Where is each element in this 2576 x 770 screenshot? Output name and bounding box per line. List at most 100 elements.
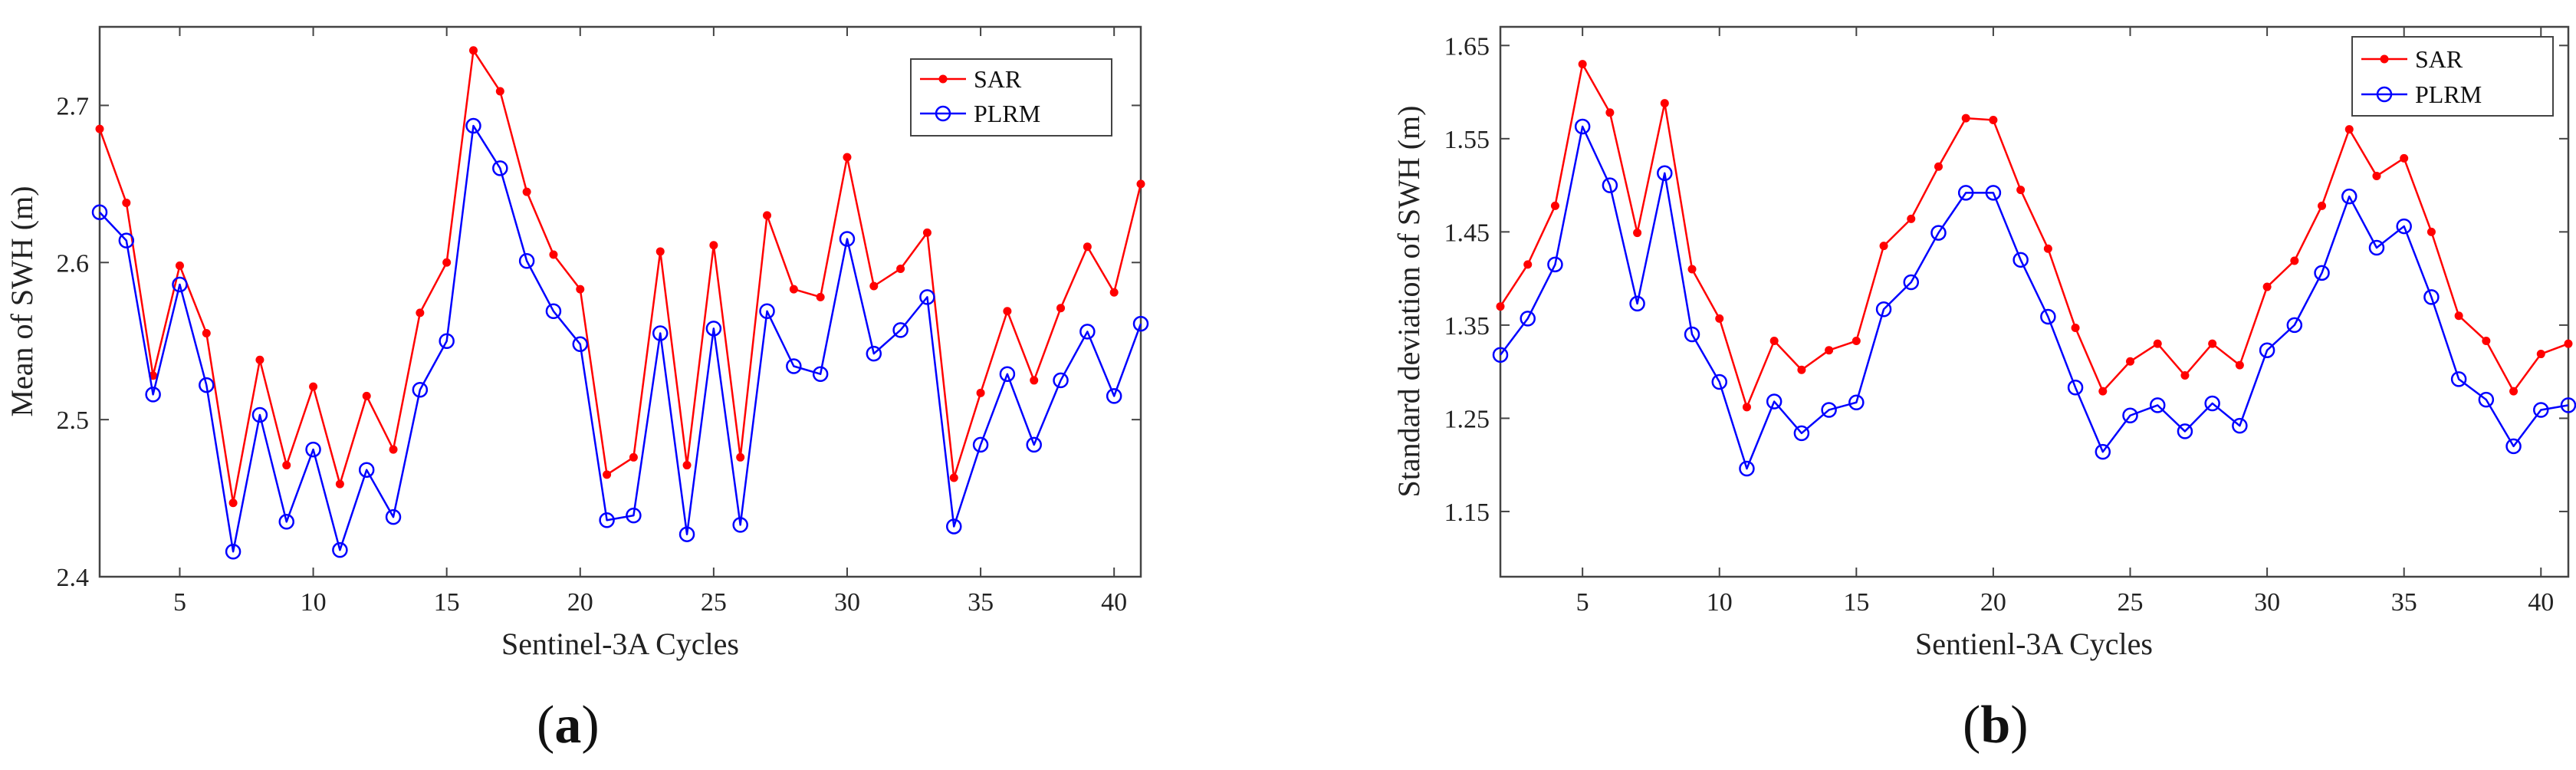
data-point-plrm (866, 345, 882, 362)
x-axis-ticks: 5 10 15 20 25 30 35 40 (1576, 27, 2554, 617)
data-point-plrm (1684, 326, 1700, 343)
data-point-plrm (1930, 225, 1947, 241)
data-point-plrm (545, 303, 562, 320)
data-point-plrm (1711, 373, 1727, 390)
data-point-sar (202, 328, 211, 337)
data-point-sar (1934, 162, 1943, 171)
data-point-plrm (812, 366, 829, 382)
data-point-sar (1825, 346, 1834, 355)
data-point-sar (1496, 302, 1505, 311)
legend: SAR PLRM (910, 58, 1112, 137)
data-point-plrm (2095, 443, 2111, 460)
data-point-plrm (599, 512, 615, 528)
legend-sar-marker (2380, 54, 2389, 64)
data-point-sar (682, 461, 692, 470)
data-point-plrm (892, 322, 909, 338)
series-line-plrm (1500, 125, 2569, 470)
data-point-plrm (2013, 252, 2029, 268)
x-axis-title: Sentienl-3A Cycles (1915, 627, 2153, 661)
data-point-plrm (839, 231, 856, 247)
data-point-sar (1769, 337, 1779, 346)
data-point-sar (2536, 350, 2545, 359)
data-point-sar (2071, 324, 2080, 333)
data-point-plrm (518, 252, 535, 269)
data-point-plrm (492, 160, 508, 176)
data-point-sar (843, 153, 852, 162)
y-axis-title: Standard deviation of SWH (m) (1392, 106, 1426, 498)
legend-plrm-label: PLRM (2415, 81, 2482, 108)
legend: SAR PLRM (2351, 36, 2554, 117)
data-point-plrm (2560, 397, 2576, 413)
data-point-plrm (2149, 397, 2166, 413)
data-point-sar (335, 479, 344, 489)
data-point-sar (2098, 387, 2108, 396)
data-point-plrm (999, 366, 1016, 382)
data-point-plrm (2122, 407, 2138, 424)
y-axis-ticks: 1.15 1.25 1.35 1.45 1.55 1.65 (1444, 32, 2568, 527)
data-point-plrm (91, 204, 108, 220)
plot-area-frame (98, 25, 1142, 578)
x-tick-label: 30 (834, 588, 860, 617)
x-tick-label: 30 (2254, 588, 2280, 617)
data-point-sar (709, 241, 718, 250)
legend-sar-label: SAR (2415, 45, 2463, 73)
data-point-plrm (1492, 347, 1509, 364)
data-point-sar (1003, 307, 1012, 316)
x-tick-label: 20 (567, 588, 593, 617)
y-tick-label: 1.15 (1444, 499, 1490, 527)
y-tick-label: 1.25 (1444, 405, 1490, 433)
data-point-sar (1989, 116, 1998, 125)
data-point-plrm (2478, 391, 2495, 408)
data-point-sar (2262, 282, 2272, 291)
data-point-plrm (2067, 380, 2084, 396)
data-point-plrm (1629, 295, 1645, 312)
data-point-plrm (678, 526, 695, 542)
data-point-sar (2208, 339, 2217, 348)
data-point-sar (1550, 201, 1559, 210)
data-point-plrm (145, 387, 161, 403)
data-point-sar (1605, 108, 1615, 117)
data-point-sar (1523, 260, 1533, 269)
y-tick-label: 2.7 (57, 92, 90, 120)
data-point-plrm (305, 441, 321, 458)
data-point-sar (2180, 371, 2190, 380)
data-point-plrm (1026, 436, 1042, 453)
data-point-sar (228, 499, 238, 508)
data-point-sar (1578, 60, 1587, 69)
data-point-sar (1797, 365, 1806, 374)
data-point-plrm (439, 333, 455, 349)
chart-panel-b: 5 10 15 20 25 30 35 40 1.15 1.25 1.35 1.45 1.55 1.65… (1392, 25, 2576, 755)
data-point-sar (549, 250, 558, 259)
x-tick-label: 10 (1707, 588, 1733, 617)
data-point-sar (1907, 214, 1916, 223)
data-point-plrm (2177, 423, 2193, 439)
data-point-sar (922, 228, 932, 237)
data-point-plrm (1848, 394, 1865, 410)
data-point-plrm (1957, 185, 1974, 201)
data-point-plrm (1053, 372, 1069, 389)
data-point-plrm (1821, 402, 1837, 418)
data-point-plrm (2423, 289, 2440, 305)
data-point-sar (896, 264, 905, 273)
data-point-plrm (919, 289, 935, 305)
x-tick-label: 20 (1980, 588, 2006, 617)
data-point-plrm (2259, 342, 2275, 358)
series-line-sar (98, 49, 1142, 504)
data-point-sar (2290, 256, 2299, 265)
data-point-plrm (1079, 324, 1096, 340)
x-tick-label: 15 (434, 588, 460, 617)
series-line-plrm (99, 124, 1142, 553)
plot-area-frame (1499, 25, 2570, 578)
series-line-sar (1499, 63, 2569, 409)
data-point-sar (2482, 337, 2491, 346)
data-point-sar (389, 445, 398, 454)
data-point-sar (976, 388, 985, 397)
chart-panel-a: 5 10 15 20 25 30 35 40 2.4 2.5 2.6 2.7 Sentinel-3A… (5, 25, 1149, 755)
data-point-sar (1961, 114, 1970, 123)
data-point-plrm (225, 543, 242, 560)
data-point-sar (949, 473, 958, 482)
data-point-sar (2564, 339, 2573, 348)
y-axis-ticks: 2.4 2.5 2.6 2.7 (57, 92, 1141, 592)
data-point-plrm (465, 117, 481, 134)
